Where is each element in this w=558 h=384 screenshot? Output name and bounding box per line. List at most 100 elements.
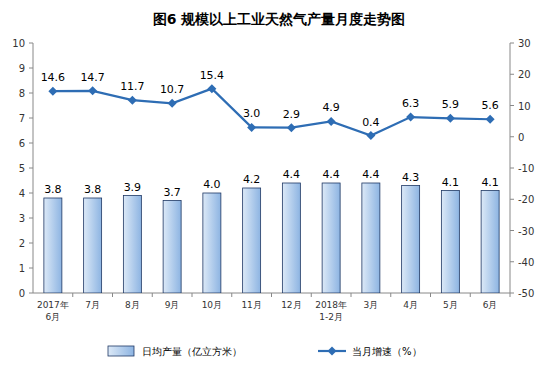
x-tick (231, 293, 232, 297)
legend-label: 日均产量（亿立方米） (142, 346, 242, 357)
y2-tick-label: 30 (518, 38, 531, 49)
chart: 图6 规模以上工业天然气产量月度走势图 0 1 2 3 4 5 6 7 8 9 10 -50 -40 -30… (0, 0, 558, 384)
y-tick (29, 193, 33, 194)
marker (48, 87, 57, 96)
bar-label: 4.1 (481, 176, 499, 189)
y-tick-label: 2 (19, 238, 25, 249)
bar-label: 4.0 (203, 178, 221, 191)
marker (128, 96, 137, 105)
y2-tick-label: 10 (518, 101, 531, 112)
x-tick-label: 3月 (364, 300, 379, 310)
bar-label: 4.4 (362, 168, 380, 181)
x-tick-label: 2018年1-2月 (315, 300, 347, 322)
y2-tick (510, 168, 514, 169)
y-tick-label: 9 (19, 63, 25, 74)
y2-tick (510, 230, 514, 231)
line-label: 6.3 (402, 97, 420, 110)
y-tick-label: 4 (19, 188, 25, 199)
bar (163, 201, 181, 294)
x-tick-label: 2017年6月 (37, 300, 69, 322)
y-tick (29, 43, 33, 44)
bar (203, 193, 221, 293)
line-label: 4.9 (322, 101, 340, 114)
y2-tick (510, 261, 514, 262)
line-label: 3.0 (243, 107, 261, 120)
y-tick (29, 243, 33, 244)
x-tick (470, 293, 471, 297)
bar-label: 3.9 (124, 181, 142, 194)
x-tick-label: 12月 (281, 300, 301, 310)
bar-label: 3.8 (44, 183, 62, 196)
line-label: 15.4 (200, 69, 225, 82)
legend-swatch (108, 346, 134, 356)
x-tick (390, 293, 391, 297)
marker (446, 114, 455, 123)
bar (84, 198, 102, 293)
y2-tick (510, 74, 514, 75)
y-tick-label: 10 (12, 38, 25, 49)
y-tick-label: 0 (19, 288, 25, 299)
data-labels: 3.83.83.93.74.04.24.44.44.44.34.14.114.6… (41, 69, 499, 199)
bar-label: 4.4 (283, 168, 301, 181)
x-tick (271, 293, 272, 297)
y2-tick-label: -30 (518, 226, 534, 237)
x-tick-label: 9月 (165, 300, 180, 310)
line (53, 89, 490, 136)
y-tick-label: 5 (19, 163, 25, 174)
bar-label: 3.7 (163, 186, 181, 199)
x-tick (152, 293, 153, 297)
bar (282, 183, 300, 293)
bar (441, 191, 459, 294)
x-tick (72, 293, 73, 297)
line-label: 5.6 (481, 99, 499, 112)
y2-tick-label: -20 (518, 194, 534, 205)
y-tick-label: 8 (19, 88, 25, 99)
marker (207, 84, 216, 93)
marker (247, 123, 256, 132)
y-tick-label: 1 (19, 263, 25, 274)
y2-tick-label: -50 (518, 288, 534, 299)
line-label: 14.7 (80, 71, 105, 84)
x-tick (112, 293, 113, 297)
bar (243, 188, 261, 293)
legend: 日均产量（亿立方米）当月增速（%） (108, 346, 422, 357)
y-tick (29, 143, 33, 144)
bar-label: 4.2 (243, 173, 261, 186)
y-tick (29, 93, 33, 94)
y-tick (29, 293, 33, 294)
bar (322, 183, 340, 293)
y2-tick (510, 43, 514, 44)
x-tick-label: 6月 (483, 300, 498, 310)
marker (327, 117, 336, 126)
x-tick-label: 5月 (443, 300, 458, 310)
bar-label: 3.8 (84, 183, 102, 196)
y-tick-label: 7 (19, 113, 25, 124)
y2-tick-label: -40 (518, 257, 534, 268)
bar (481, 191, 499, 294)
y-tick-label: 6 (19, 138, 25, 149)
title: 图6 规模以上工业天然气产量月度走势图 (153, 11, 406, 27)
line-label: 14.6 (41, 71, 66, 84)
y-tick (29, 168, 33, 169)
line-label: 5.9 (442, 98, 460, 111)
x-tick-label: 7月 (85, 300, 100, 310)
y2-tick (510, 105, 514, 106)
y2-tick-label: 0 (518, 132, 524, 143)
y-tick-label: 3 (19, 213, 25, 224)
y-tick (29, 118, 33, 119)
y2-tick (510, 199, 514, 200)
line-label: 10.7 (160, 83, 185, 96)
x-tick (510, 293, 511, 297)
marker (168, 99, 177, 108)
x-tick-label: 8月 (125, 300, 140, 310)
marker (88, 86, 97, 95)
bar-label: 4.4 (322, 168, 340, 181)
marker (486, 115, 495, 124)
line-label: 0.4 (362, 116, 380, 129)
marker (366, 131, 375, 140)
y2-tick-label: -10 (518, 163, 534, 174)
y2-tick-label: 20 (518, 69, 531, 80)
x-tick-label: 11月 (241, 300, 261, 310)
y-tick (29, 68, 33, 69)
marker (287, 123, 296, 132)
